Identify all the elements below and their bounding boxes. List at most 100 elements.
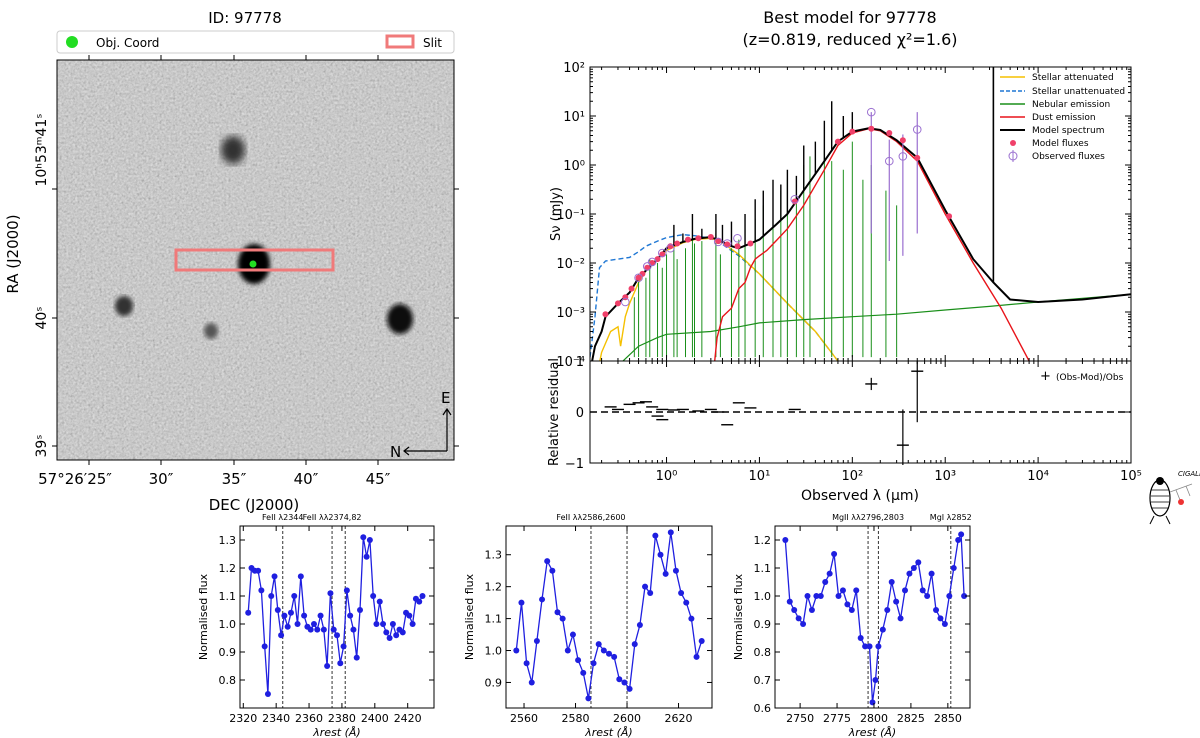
spectrum-point [399, 629, 406, 636]
image-ylabel: RA (J2000) [4, 214, 22, 293]
observed-flux-point [666, 243, 675, 253]
model-flux-point [628, 285, 635, 292]
image-xtick-label: 30″ [149, 470, 174, 488]
sed-xtick-label: 10⁴ [1027, 469, 1049, 484]
spectrum-ytick-label: 0.9 [485, 676, 503, 689]
spectrum-point [657, 551, 664, 558]
spectrum-point [523, 660, 530, 667]
image-ytick-label: 39ˢ [34, 434, 50, 457]
model-flux-point [602, 311, 609, 318]
spectrum-point [848, 607, 855, 613]
sed-xtick-label: 10³ [934, 469, 956, 484]
model-flux-point [684, 236, 691, 243]
spectrum-point [853, 587, 860, 594]
residual-ytick-label: −1 [565, 457, 584, 472]
spectrum-xtick-label: 2750 [786, 712, 814, 725]
spectrum-point [897, 615, 904, 622]
spectrum-point [835, 593, 842, 599]
spectrum-point [347, 612, 354, 619]
spectrum-point [636, 621, 643, 628]
spectrum-point [652, 532, 659, 539]
spectral-line-label: FeII λ2344 [262, 513, 303, 522]
spectrum-point [518, 599, 525, 606]
sed-ytick-label: 10⁻³ [556, 306, 585, 321]
spectrum-point [910, 565, 917, 571]
model-flux-point [674, 240, 681, 247]
spectrum-frame [774, 525, 971, 709]
sed-ytick-label: 10⁰ [563, 159, 585, 174]
spectrum-point [291, 593, 298, 599]
spectrum-point [941, 621, 948, 627]
sed-axes: 10⁻⁴ 10⁻³ 10⁻² 10⁻¹ 10⁰ 10¹ 10² 10⁰ 10¹ 10² 10³ 10⁴… [556, 61, 1142, 484]
spectrum-point [683, 599, 690, 606]
spectrum-point [539, 596, 546, 603]
model-flux-point [635, 274, 642, 281]
spectrum-xtick-label: 2380 [328, 712, 356, 725]
model-flux-point [639, 270, 646, 277]
spectrum-ytick-label: 1.1 [754, 562, 772, 575]
spectrum-point [616, 676, 623, 683]
residual-ytick-label: 0 [576, 406, 584, 421]
spectrum-ytick-label: 1.1 [485, 613, 503, 626]
sed-ylabel: Sν (mJy) [549, 187, 564, 241]
spectrum-point [919, 587, 926, 594]
sed-frame [589, 66, 1132, 362]
model-flux-point [747, 240, 754, 247]
spectrum-ytick-label: 0.6 [754, 702, 772, 715]
spectrum-point [902, 587, 908, 594]
spectrum-point [678, 590, 685, 597]
spectrum-xtick-label: 2620 [665, 712, 693, 725]
compass-east-head [442, 407, 452, 416]
spectrum-point [937, 615, 944, 622]
sed-ytick-label: 10¹ [563, 110, 585, 125]
observed-flux-point [912, 125, 922, 134]
residual-ytick-label: 1 [576, 355, 584, 370]
spectrum-point [340, 643, 347, 650]
spectrum-point [353, 654, 360, 661]
spectrum-xtick-label: 2340 [262, 712, 290, 725]
residual-panel: −1 0 1 Relative residual Observed λ (μm) +… [547, 355, 1132, 504]
model-flux-point [791, 198, 798, 205]
spectrum-point [662, 570, 669, 577]
spectrum-ytick-label: 0.9 [219, 646, 237, 659]
spectrum-point [884, 607, 891, 613]
residual-ylabel: Relative residual [547, 358, 562, 466]
spectrum-ylabel: Normalised flux [732, 573, 745, 660]
spectral-line-label: FeII λλ2586,2600 [556, 513, 625, 522]
model-flux-point [849, 128, 856, 135]
spectrum-ytick-label: 1.1 [219, 590, 237, 603]
spectrum-point [580, 669, 587, 676]
compass-east-label: E [441, 389, 450, 407]
model-spectrum-curve [591, 127, 1131, 361]
spectrum-point [950, 565, 957, 571]
spectrum-point [672, 567, 679, 574]
spectrum-point [857, 635, 864, 641]
obj-coord-legend-marker [66, 36, 78, 48]
spectrum-xlabel: λrest (Å) [584, 726, 632, 738]
spectrum-point [955, 537, 962, 543]
spectrum-point [406, 612, 413, 619]
spectrum-point [906, 570, 913, 577]
spectrum-point [389, 621, 396, 627]
model-flux-point [886, 129, 893, 136]
observed-flux-point [634, 273, 643, 283]
spectrum-point [647, 590, 654, 597]
spectrum-point [528, 679, 535, 686]
spectrum-point [324, 663, 331, 669]
spectrum-point [961, 593, 968, 599]
spectrum-point [278, 632, 285, 639]
sed-subtitle: (z=0.819, reduced χ²=1.6) [742, 30, 957, 49]
spectrum-point [327, 590, 334, 597]
spectrum-point [642, 583, 649, 590]
cutout-image [57, 60, 454, 460]
spectrum-ytick-label: 1.2 [754, 534, 772, 547]
observed-flux-point [866, 107, 876, 117]
spectrum-point [822, 579, 829, 585]
spectrum-point [698, 637, 705, 644]
model-flux-point [707, 233, 714, 240]
spectrum-xtick-label: 2850 [934, 712, 962, 725]
spectrum-point [575, 657, 582, 664]
spectrum-ytick-label: 0.8 [219, 674, 237, 687]
observed-flux-point [884, 156, 894, 166]
spectrum-line [247, 537, 424, 695]
